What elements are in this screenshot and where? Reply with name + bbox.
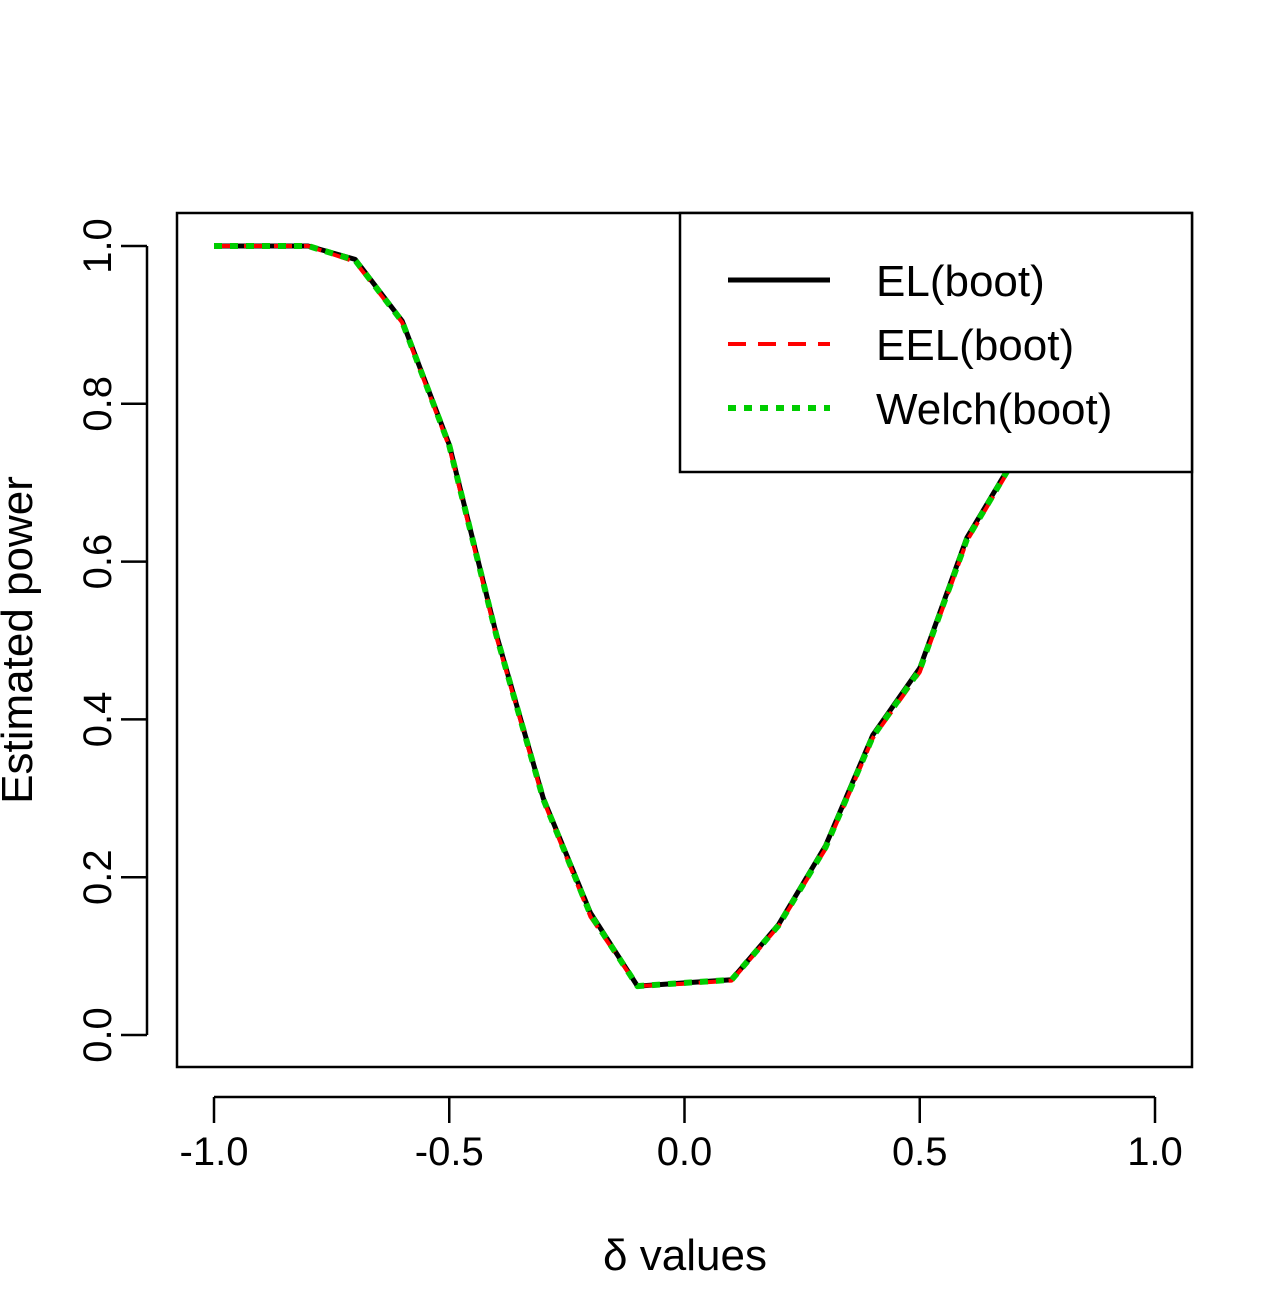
series-line-3 xyxy=(214,243,1157,990)
y-tick-label: 0.2 xyxy=(76,849,120,905)
x-axis-title: δ values xyxy=(603,1231,767,1280)
y-axis: 0.0 0.2 0.4 0.6 0.8 1.0 xyxy=(76,218,149,1063)
y-tick-label: 0.8 xyxy=(76,376,120,432)
x-tick-label: 0.0 xyxy=(657,1130,713,1174)
series-layer xyxy=(214,243,1157,990)
legend-label-1: EL(boot) xyxy=(876,257,1045,306)
y-axis-title: Estimated power xyxy=(0,476,42,804)
legend: EL(boot) EEL(boot) Welch(boot) xyxy=(678,211,1194,474)
y-tick-label: 0.6 xyxy=(76,534,120,590)
x-tick-label: 0.5 xyxy=(892,1130,948,1174)
x-tick-label: -1.0 xyxy=(180,1130,249,1174)
x-axis: -1.0 -0.5 0.0 0.5 1.0 xyxy=(180,1095,1183,1174)
y-tick-label: 1.0 xyxy=(76,218,120,274)
legend-label-3: Welch(boot) xyxy=(876,385,1112,434)
y-tick-label: 0.4 xyxy=(76,692,120,748)
x-tick-label: -0.5 xyxy=(415,1130,484,1174)
legend-label-2: EEL(boot) xyxy=(876,321,1074,370)
x-tick-label: 1.0 xyxy=(1127,1130,1183,1174)
y-tick-label: 0.0 xyxy=(76,1007,120,1063)
